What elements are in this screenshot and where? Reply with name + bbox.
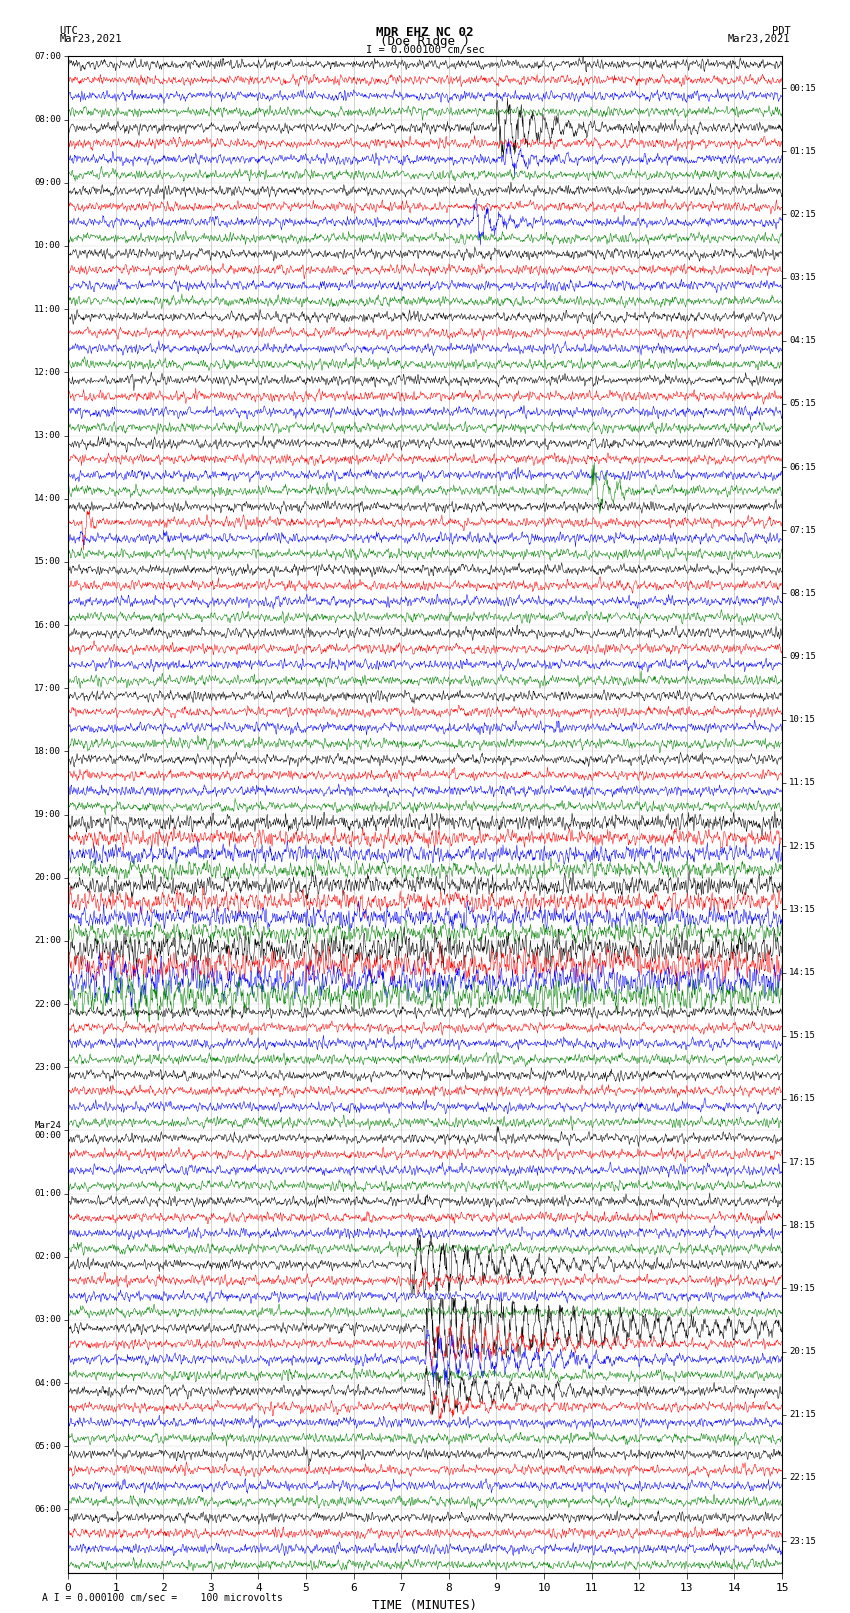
Text: I = 0.000100 cm/sec: I = 0.000100 cm/sec [366, 45, 484, 55]
Text: Mar23,2021: Mar23,2021 [728, 34, 791, 44]
Text: (Doe Ridge ): (Doe Ridge ) [380, 35, 470, 48]
Text: MDR EHZ NC 02: MDR EHZ NC 02 [377, 26, 473, 39]
X-axis label: TIME (MINUTES): TIME (MINUTES) [372, 1598, 478, 1611]
Text: Mar23,2021: Mar23,2021 [60, 34, 122, 44]
Text: PDT: PDT [772, 26, 791, 35]
Text: UTC: UTC [60, 26, 78, 35]
Text: A I = 0.000100 cm/sec =    100 microvolts: A I = 0.000100 cm/sec = 100 microvolts [42, 1594, 283, 1603]
